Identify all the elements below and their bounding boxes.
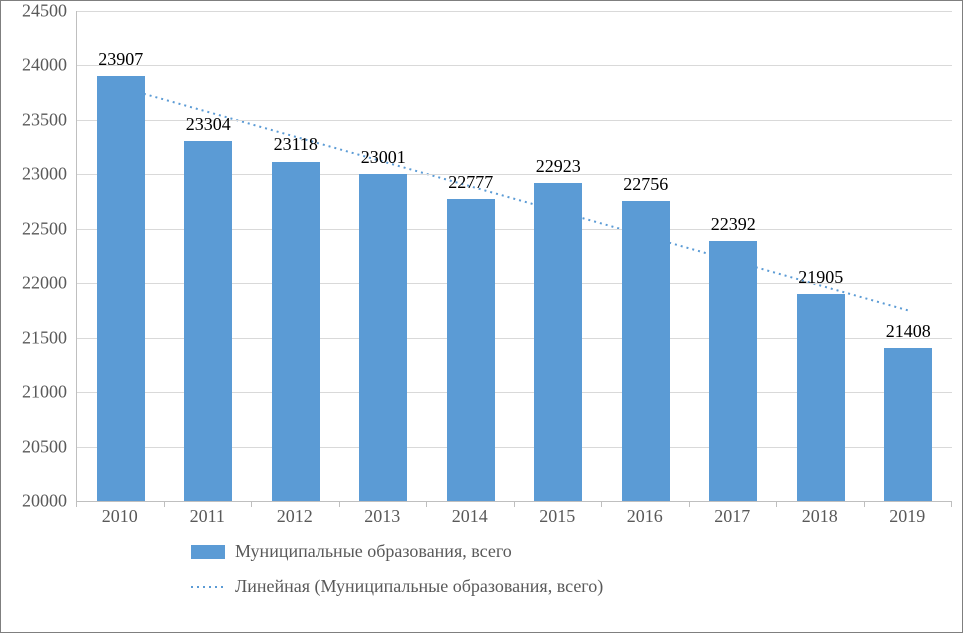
x-tick-label: 2015 [539,506,575,527]
y-tick-label: 24500 [7,1,67,22]
bar-value-label: 23118 [274,134,318,155]
x-tick-label: 2012 [277,506,313,527]
x-tick-label: 2019 [889,506,925,527]
x-tick-mark [951,501,952,507]
x-tick-mark [601,501,602,507]
x-tick-mark [776,501,777,507]
bar-value-label: 23001 [361,147,406,168]
y-tick-label: 24000 [7,55,67,76]
x-tick-mark [251,501,252,507]
y-tick-label: 21000 [7,382,67,403]
x-tick-label: 2013 [364,506,400,527]
bar [797,294,845,501]
y-tick-label: 20500 [7,436,67,457]
bar [447,199,495,501]
legend-item-trend: Линейная (Муниципальные образования, все… [191,576,791,597]
bar-value-label: 23304 [186,114,231,135]
legend-item-bars: Муниципальные образования, всего [191,541,791,562]
chart-frame: 23907 23304 23118 23001 22777 22923 22756 22392… [0,0,963,633]
gridline [77,11,952,12]
x-tick-label: 2011 [190,506,225,527]
x-tick-mark [426,501,427,507]
legend-label-trend: Линейная (Муниципальные образования, все… [235,576,603,597]
x-tick-mark [164,501,165,507]
bar-value-label: 22923 [536,156,581,177]
legend-swatch-bar [191,545,225,559]
bar [622,201,670,501]
legend-swatch-trend [191,584,225,590]
bar [534,183,582,501]
y-tick-label: 23500 [7,109,67,130]
y-tick-label: 22000 [7,273,67,294]
x-tick-label: 2010 [102,506,138,527]
x-tick-mark [864,501,865,507]
x-tick-mark [689,501,690,507]
bar-value-label: 23907 [98,49,143,70]
x-tick-label: 2018 [802,506,838,527]
bar-value-label: 21905 [798,267,843,288]
legend: Муниципальные образования, всего Линейна… [191,541,791,611]
y-tick-label: 22500 [7,218,67,239]
gridline [77,65,952,66]
x-tick-label: 2017 [714,506,750,527]
x-tick-mark [76,501,77,507]
bar-value-label: 22777 [448,172,493,193]
x-tick-label: 2014 [452,506,488,527]
bar [884,348,932,501]
bar [97,76,145,501]
plot-area: 23907 23304 23118 23001 22777 22923 22756 22392… [76,11,952,502]
y-tick-label: 20000 [7,491,67,512]
legend-label-bars: Муниципальные образования, всего [235,541,512,562]
bar-value-label: 22756 [623,174,668,195]
x-tick-mark [339,501,340,507]
y-tick-label: 23000 [7,164,67,185]
bar [359,174,407,501]
bar-value-label: 22392 [711,214,756,235]
x-tick-mark [514,501,515,507]
bar [184,141,232,501]
bar-value-label: 21408 [886,321,931,342]
bar [272,162,320,502]
bar [709,241,757,501]
y-tick-label: 21500 [7,327,67,348]
x-tick-label: 2016 [627,506,663,527]
